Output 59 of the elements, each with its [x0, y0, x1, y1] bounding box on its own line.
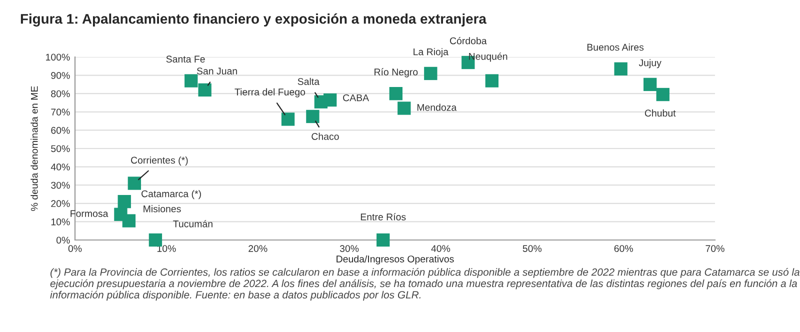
annotation: Buenos Aires	[587, 44, 644, 51]
point	[184, 74, 198, 88]
y-tick-label: 60%	[51, 126, 70, 134]
point	[485, 74, 498, 88]
annotation: Chaco	[312, 132, 339, 140]
annotation: Jujuy	[638, 59, 662, 68]
y-tick-label: 40%	[50, 164, 70, 170]
point	[118, 194, 131, 208]
point	[122, 214, 136, 228]
annotation: La Rioja	[414, 48, 448, 58]
text: (*) Para la Provincia de Corrientes, los ratios se calcularon en base a información pública disponible a septiembre de 2022 mientras que para Catamarca se usó la ejecución presupuestaria a noviembre de 2022. A los fines del análisis, se ha tomado una muestra representativa de las distintas regiones del país en función a la información pública disponible. Fuente: en base a datos publicados por los GLR.	[50, 268, 800, 301]
x-tick-label: 40%	[431, 245, 450, 252]
y-tick-label: 70%	[51, 108, 70, 116]
y-tick-label: 50%	[51, 145, 70, 152]
y-tick-label: 80%	[51, 90, 70, 98]
annotation: Salta	[298, 78, 320, 85]
y-axis-title: % deuda denominada en ME	[30, 86, 38, 211]
point	[376, 233, 390, 247]
annotation: Misiones	[144, 205, 181, 212]
x-tick-label: 0%	[68, 245, 82, 252]
y-tick-label: 0%	[56, 236, 70, 244]
annotation: Chubut	[644, 109, 676, 117]
y-tick-label: 100%	[46, 54, 70, 61]
point	[128, 176, 142, 190]
point	[614, 62, 628, 76]
point	[644, 78, 657, 92]
x-tick-label: 50%	[522, 245, 542, 252]
annotation: Mendoza	[417, 104, 457, 111]
point	[306, 110, 320, 124]
annotation: Tucumán	[173, 220, 212, 228]
y-tick-label: 10%	[51, 218, 70, 226]
point	[389, 87, 402, 100]
x-tick-label: 70%	[706, 245, 724, 252]
point	[198, 83, 212, 97]
annotation: Neuquén	[469, 52, 508, 62]
annotation: Entre Ríos	[360, 213, 406, 220]
annotation: Santa Fe	[166, 56, 205, 63]
annotation: CABA	[343, 94, 370, 102]
annotation: Catamarca (*)	[142, 190, 201, 200]
point	[148, 233, 162, 247]
point	[424, 66, 438, 80]
annotation: Formosa	[70, 210, 108, 217]
y-tick-label: 90%	[51, 72, 70, 79]
x-tick-label: 60%	[614, 245, 633, 252]
annotation: Corrientes (*)	[131, 156, 188, 166]
y-tick-label: 20%	[51, 200, 70, 208]
annotation: Río Negro	[374, 68, 418, 78]
point	[281, 112, 295, 126]
chart-title: Figura 1: Apalancamiento financiero y exposición a moneda extranjera	[20, 13, 487, 27]
annotation: San Juan	[196, 68, 237, 74]
x-tick-label: 20%	[248, 245, 268, 252]
annotation: Córdoba	[450, 37, 487, 44]
x-axis-title: Deuda/Ingresos Operativos	[336, 255, 454, 264]
point	[324, 93, 337, 107]
point	[398, 102, 411, 115]
annotation: Tierra del Fuego	[234, 88, 306, 98]
y-tick-label: 30%	[51, 182, 70, 189]
x-tick-label: 30%	[340, 245, 359, 252]
point	[656, 88, 670, 102]
